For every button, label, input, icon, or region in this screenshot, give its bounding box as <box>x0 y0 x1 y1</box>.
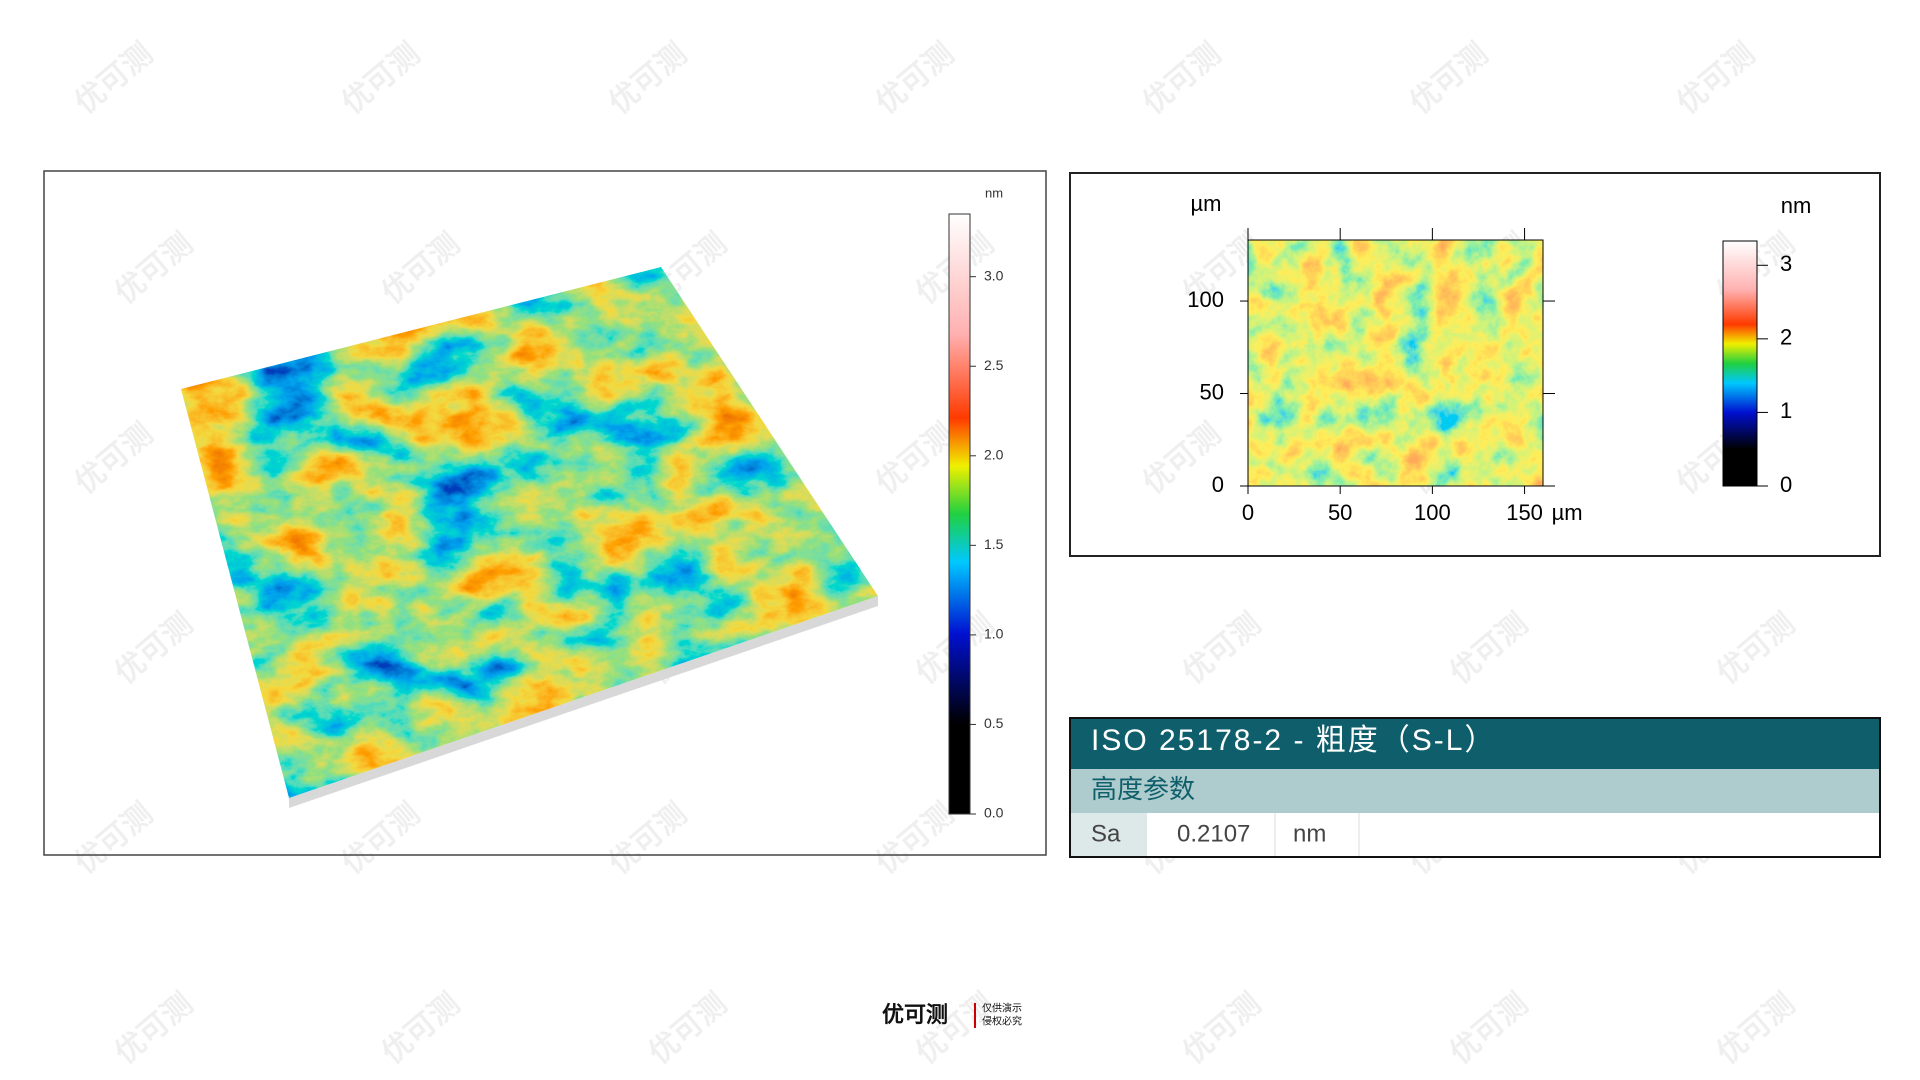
section-title: 高度参数 <box>1091 774 1195 804</box>
watermark: 优可测 <box>376 227 466 310</box>
param-unit: nm <box>1293 820 1326 847</box>
param-name: Sa <box>1091 820 1121 847</box>
surface-base <box>289 596 878 808</box>
watermark: 优可测 <box>1711 607 1801 690</box>
colorbar-tick-label: 3 <box>1780 251 1792 276</box>
watermark: 优可测 <box>870 797 960 880</box>
watermark: 优可测 <box>109 607 199 690</box>
colorbar-tick-label: 3.0 <box>984 267 1004 283</box>
colorbar-tick-label: 2 <box>1780 325 1792 350</box>
watermark: 优可测 <box>1444 987 1534 1070</box>
param-cell <box>1071 813 1147 856</box>
watermark: 优可测 <box>1137 37 1227 120</box>
colorbar-2d <box>1722 240 1758 487</box>
watermark: 优可测 <box>643 987 733 1070</box>
watermark: 优可测 <box>603 37 693 120</box>
colorbar-tick-label: 2.5 <box>984 357 1004 373</box>
colorbar-tick-label: 0.0 <box>984 805 1004 821</box>
watermark: 优可测 <box>1177 607 1267 690</box>
x-tick-label: 50 <box>1328 500 1352 525</box>
y-tick-label: 50 <box>1200 379 1224 404</box>
table-title: ISO 25178-2 - 粗度（S-L） <box>1091 724 1496 757</box>
x-unit: µm <box>1552 500 1583 525</box>
x-tick-label: 0 <box>1242 500 1254 525</box>
watermark: 优可测 <box>1671 37 1761 120</box>
watermark: 优可测 <box>69 37 159 120</box>
colorbar-tick-label: 1.5 <box>984 536 1004 552</box>
watermark: 优可测 <box>1444 607 1534 690</box>
colorbar-3d <box>948 213 971 815</box>
watermark: 优可测 <box>336 797 426 880</box>
height-map <box>1248 240 1543 486</box>
watermark: 优可测 <box>69 417 159 500</box>
watermark: 优可测 <box>1404 37 1494 120</box>
watermark: 优可测 <box>1711 987 1801 1070</box>
footer-notice: 仅供演示 <box>982 1002 1022 1015</box>
colorbar-tick-label: 1.0 <box>984 626 1004 642</box>
colorbar-unit: nm <box>985 185 1003 200</box>
footer-notice: 侵权必究 <box>982 1015 1022 1028</box>
watermark: 优可测 <box>336 37 426 120</box>
surface-panel <box>43 170 1047 856</box>
colorbar-tick-label: 1 <box>1780 398 1792 423</box>
y-tick-label: 0 <box>1212 472 1224 497</box>
watermark: 优可测 <box>109 227 199 310</box>
x-tick-label: 100 <box>1414 500 1451 525</box>
map-panel <box>1069 172 1881 557</box>
footer-logo: 优可测 <box>882 1002 948 1027</box>
watermark: 优可测 <box>376 987 466 1070</box>
watermark: 优可测 <box>1177 987 1267 1070</box>
colorbar-tick-label: 0 <box>1780 472 1792 497</box>
colorbar-unit: nm <box>1781 193 1812 218</box>
colorbar-tick-label: 2.0 <box>984 446 1004 462</box>
section-row <box>1071 769 1879 813</box>
colorbar-tick-label: 0.5 <box>984 715 1004 731</box>
watermark: 优可测 <box>69 797 159 880</box>
y-tick-label: 100 <box>1187 287 1224 312</box>
watermark: 优可测 <box>109 987 199 1070</box>
watermark: 优可测 <box>603 797 693 880</box>
watermark: 优可测 <box>870 37 960 120</box>
map-frame <box>1247 239 1544 487</box>
x-tick-label: 150 <box>1506 500 1543 525</box>
y-unit: µm <box>1190 191 1221 216</box>
table-header <box>1071 719 1879 769</box>
watermark: 优可测 <box>910 987 1000 1070</box>
param-value: 0.2107 <box>1177 820 1250 847</box>
watermark: 优可测 <box>870 417 960 500</box>
